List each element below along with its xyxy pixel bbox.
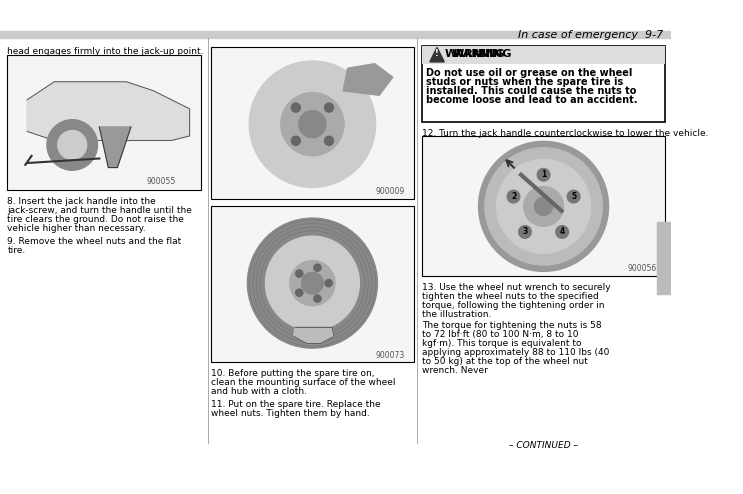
Bar (422, 45, 666, 123)
Circle shape (568, 190, 580, 203)
Bar (0, 31, 671, 39)
Text: wrench. Never: wrench. Never (422, 366, 487, 375)
Circle shape (519, 226, 531, 238)
Circle shape (47, 120, 97, 170)
Text: jack-screw, and turn the handle until the: jack-screw, and turn the handle until th… (7, 206, 192, 215)
Text: 9. Remove the wheel nuts and the flat: 9. Remove the wheel nuts and the flat (7, 237, 181, 246)
Circle shape (299, 111, 326, 138)
Text: 4: 4 (559, 227, 565, 237)
Text: 11. Put on the spare tire. Replace the: 11. Put on the spare tire. Replace the (211, 400, 381, 409)
Circle shape (314, 295, 321, 302)
Circle shape (496, 160, 591, 253)
Text: 900055: 900055 (147, 176, 176, 186)
Text: WARNING: WARNING (452, 49, 512, 59)
Text: 10. Before putting the spare tire on,: 10. Before putting the spare tire on, (211, 369, 374, 378)
Text: 900009: 900009 (375, 187, 404, 197)
Text: tire.: tire. (7, 246, 25, 255)
Polygon shape (429, 47, 444, 62)
Circle shape (249, 61, 376, 187)
Bar (211, 206, 414, 362)
Text: applying approximately 88 to 110 lbs (40: applying approximately 88 to 110 lbs (40 (422, 348, 609, 357)
Circle shape (58, 130, 87, 160)
Circle shape (247, 218, 377, 348)
Text: the illustration.: the illustration. (422, 310, 491, 319)
Bar (211, 47, 414, 199)
Circle shape (290, 260, 335, 306)
Circle shape (291, 103, 300, 112)
Circle shape (325, 280, 332, 287)
Circle shape (556, 226, 568, 238)
Text: to 72 lbf·ft (80 to 100 N·m, 8 to 10: to 72 lbf·ft (80 to 100 N·m, 8 to 10 (422, 330, 578, 339)
Text: 1: 1 (541, 170, 546, 179)
Text: become loose and lead to an accident.: become loose and lead to an accident. (426, 95, 637, 105)
Text: to 50 kg) at the top of the wheel nut: to 50 kg) at the top of the wheel nut (422, 357, 588, 366)
Text: 12. Turn the jack handle counterclockwise to lower the vehicle.: 12. Turn the jack handle counterclockwis… (422, 129, 708, 138)
Text: 8. Insert the jack handle into the: 8. Insert the jack handle into the (7, 197, 156, 206)
Text: kgf·m). This torque is equivalent to: kgf·m). This torque is equivalent to (422, 339, 581, 348)
Circle shape (291, 136, 300, 145)
Text: !: ! (435, 49, 439, 58)
Circle shape (281, 92, 344, 156)
Text: torque, following the tightening order in: torque, following the tightening order i… (422, 301, 604, 310)
Text: wheel nuts. Tighten them by hand.: wheel nuts. Tighten them by hand. (211, 409, 370, 417)
Text: Do not use oil or grease on the wheel: Do not use oil or grease on the wheel (426, 68, 632, 78)
Circle shape (485, 148, 603, 265)
Text: and hub with a cloth.: and hub with a cloth. (211, 387, 308, 396)
Circle shape (478, 141, 609, 271)
Bar (422, 45, 666, 64)
Text: head engages firmly into the jack-up point.: head engages firmly into the jack-up poi… (7, 47, 204, 56)
Text: WARNING: WARNING (445, 49, 506, 59)
Circle shape (296, 289, 303, 296)
Polygon shape (293, 328, 334, 344)
Text: 13. Use the wheel nut wrench to securely: 13. Use the wheel nut wrench to securely (422, 283, 610, 292)
Circle shape (507, 190, 520, 203)
Text: 900073: 900073 (375, 351, 404, 360)
Bar (7, 55, 201, 190)
Text: 900056: 900056 (627, 264, 656, 273)
Circle shape (296, 270, 303, 277)
Circle shape (325, 103, 334, 112)
Circle shape (314, 264, 321, 271)
Polygon shape (343, 64, 393, 95)
Text: 2: 2 (511, 192, 516, 201)
Circle shape (265, 236, 360, 330)
Text: tire clears the ground. Do not raise the: tire clears the ground. Do not raise the (7, 215, 184, 224)
Text: The torque for tightening the nuts is 58: The torque for tightening the nuts is 58 (422, 321, 601, 330)
Text: 3: 3 (522, 227, 528, 237)
Text: vehicle higher than necessary.: vehicle higher than necessary. (7, 224, 146, 234)
Text: installed. This could cause the nuts to: installed. This could cause the nuts to (426, 86, 637, 96)
Circle shape (534, 197, 553, 215)
Text: In case of emergency  9-7: In case of emergency 9-7 (519, 30, 663, 40)
Bar (658, 222, 671, 294)
Circle shape (524, 187, 563, 226)
Polygon shape (27, 82, 189, 140)
Text: – CONTINUED –: – CONTINUED – (509, 441, 578, 450)
Text: tighten the wheel nuts to the specified: tighten the wheel nuts to the specified (422, 292, 598, 301)
Bar (422, 136, 666, 276)
Polygon shape (100, 127, 131, 167)
Circle shape (302, 272, 323, 294)
Circle shape (537, 168, 550, 181)
Text: 5: 5 (571, 192, 576, 201)
Circle shape (325, 136, 334, 145)
Text: studs or nuts when the spare tire is: studs or nuts when the spare tire is (426, 77, 623, 87)
Text: clean the mounting surface of the wheel: clean the mounting surface of the wheel (211, 378, 396, 387)
